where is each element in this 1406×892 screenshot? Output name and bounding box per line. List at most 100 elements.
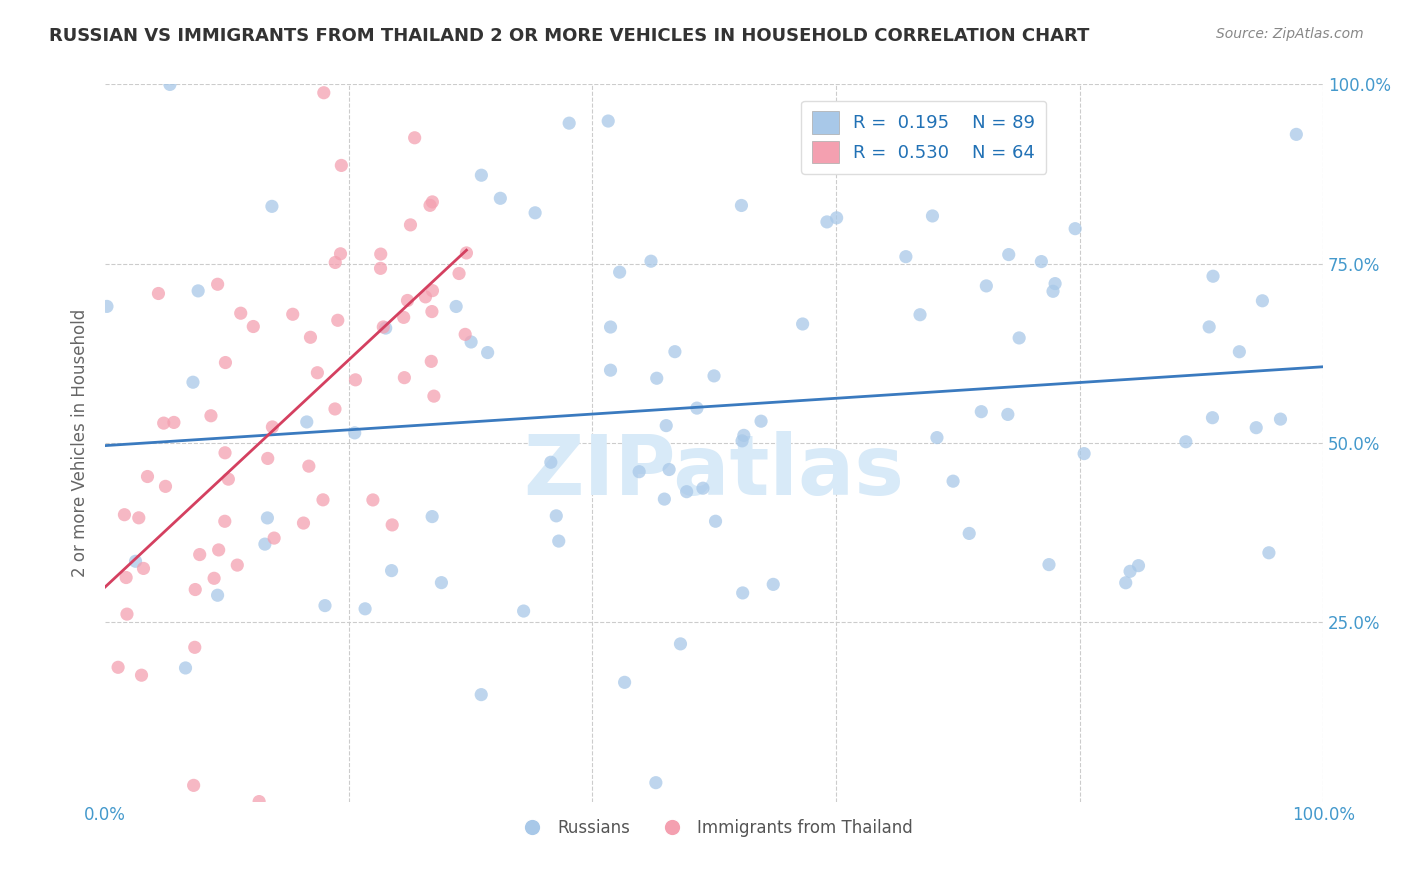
Point xyxy=(314,599,336,613)
Point xyxy=(976,279,998,293)
Point xyxy=(1201,410,1223,425)
Point xyxy=(253,537,276,551)
Point xyxy=(415,290,437,304)
Point xyxy=(613,675,636,690)
Point xyxy=(256,511,278,525)
Point xyxy=(942,474,965,488)
Point xyxy=(263,531,285,545)
Point xyxy=(323,255,346,269)
Point xyxy=(292,516,315,530)
Point xyxy=(419,198,441,212)
Point xyxy=(547,534,569,549)
Point xyxy=(396,293,419,308)
Point xyxy=(226,558,249,573)
Point xyxy=(1251,293,1274,308)
Point xyxy=(262,420,284,434)
Point xyxy=(599,320,621,334)
Point xyxy=(1198,319,1220,334)
Point xyxy=(214,446,236,460)
Point xyxy=(1285,128,1308,142)
Point xyxy=(229,306,252,320)
Point xyxy=(370,261,392,276)
Point xyxy=(422,194,444,209)
Point xyxy=(733,428,755,442)
Point xyxy=(188,548,211,562)
Point xyxy=(420,509,443,524)
Point xyxy=(1008,331,1031,345)
Point xyxy=(312,492,335,507)
Point xyxy=(675,484,697,499)
Point xyxy=(540,455,562,469)
Point xyxy=(997,247,1019,261)
Point xyxy=(644,775,666,789)
Point xyxy=(181,376,204,390)
Point xyxy=(762,577,785,591)
Point xyxy=(242,319,264,334)
Point xyxy=(1031,254,1053,268)
Point xyxy=(96,300,118,314)
Point xyxy=(330,158,353,172)
Point xyxy=(430,575,453,590)
Point xyxy=(115,607,138,621)
Point xyxy=(1119,564,1142,578)
Point xyxy=(329,247,352,261)
Point xyxy=(512,604,534,618)
Point xyxy=(957,526,980,541)
Point xyxy=(422,284,444,298)
Point xyxy=(399,218,422,232)
Point xyxy=(558,116,581,130)
Point xyxy=(394,370,416,384)
Point xyxy=(749,414,772,428)
Point xyxy=(183,778,205,792)
Point xyxy=(894,250,917,264)
Point xyxy=(477,345,499,359)
Point xyxy=(730,198,752,212)
Point xyxy=(208,543,231,558)
Point xyxy=(132,561,155,575)
Point xyxy=(187,284,209,298)
Point xyxy=(609,265,631,279)
Point xyxy=(489,191,512,205)
Point xyxy=(970,405,993,419)
Point xyxy=(155,479,177,493)
Point xyxy=(444,300,467,314)
Point xyxy=(640,254,662,268)
Point xyxy=(159,78,181,92)
Point xyxy=(997,408,1019,422)
Point xyxy=(152,416,174,430)
Point xyxy=(921,209,943,223)
Point xyxy=(654,492,676,507)
Point xyxy=(343,425,366,440)
Point xyxy=(1115,575,1137,590)
Point xyxy=(207,277,229,292)
Point xyxy=(115,570,138,584)
Point xyxy=(599,363,621,377)
Point xyxy=(925,431,948,445)
Point xyxy=(704,514,727,528)
Point xyxy=(866,149,889,163)
Point xyxy=(686,401,709,416)
Point xyxy=(344,373,367,387)
Point xyxy=(107,660,129,674)
Point xyxy=(628,465,651,479)
Point xyxy=(299,330,322,344)
Point xyxy=(370,247,392,261)
Point xyxy=(217,472,239,486)
Point xyxy=(447,267,470,281)
Point xyxy=(392,310,415,325)
Point xyxy=(214,514,236,528)
Point xyxy=(381,564,404,578)
Point xyxy=(1128,558,1150,573)
Point xyxy=(456,246,478,260)
Point xyxy=(1270,412,1292,426)
Point xyxy=(825,211,848,225)
Point xyxy=(136,469,159,483)
Point xyxy=(1227,344,1250,359)
Point xyxy=(470,688,492,702)
Point xyxy=(731,434,754,448)
Point xyxy=(1064,221,1087,235)
Point xyxy=(404,130,426,145)
Point xyxy=(281,307,304,321)
Point xyxy=(361,492,384,507)
Point xyxy=(1073,447,1095,461)
